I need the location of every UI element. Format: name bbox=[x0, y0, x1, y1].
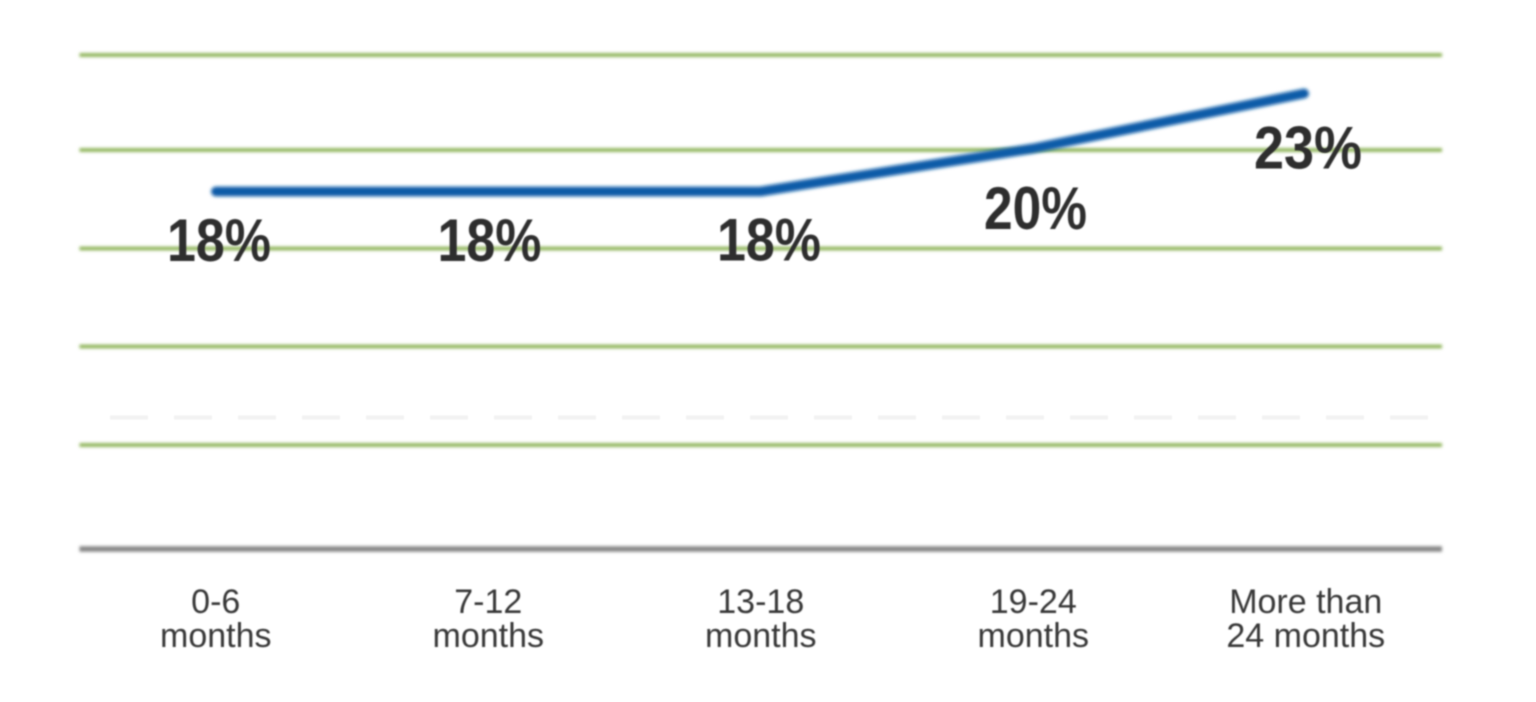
svg-text:18%: 18% bbox=[438, 207, 542, 274]
svg-text:7-12: 7-12 bbox=[454, 583, 522, 621]
svg-text:13-18: 13-18 bbox=[717, 583, 804, 621]
svg-text:months: months bbox=[160, 617, 272, 655]
svg-text:More than: More than bbox=[1229, 583, 1382, 621]
svg-text:19-24: 19-24 bbox=[990, 583, 1077, 621]
svg-text:24 months: 24 months bbox=[1226, 617, 1385, 655]
svg-text:months: months bbox=[978, 617, 1090, 655]
svg-text:23%: 23% bbox=[1254, 115, 1362, 182]
svg-text:20%: 20% bbox=[984, 175, 1087, 242]
svg-text:18%: 18% bbox=[167, 207, 271, 274]
svg-text:0-6: 0-6 bbox=[191, 583, 240, 621]
svg-text:months: months bbox=[705, 617, 817, 655]
svg-text:months: months bbox=[433, 617, 545, 655]
svg-text:18%: 18% bbox=[717, 207, 821, 274]
